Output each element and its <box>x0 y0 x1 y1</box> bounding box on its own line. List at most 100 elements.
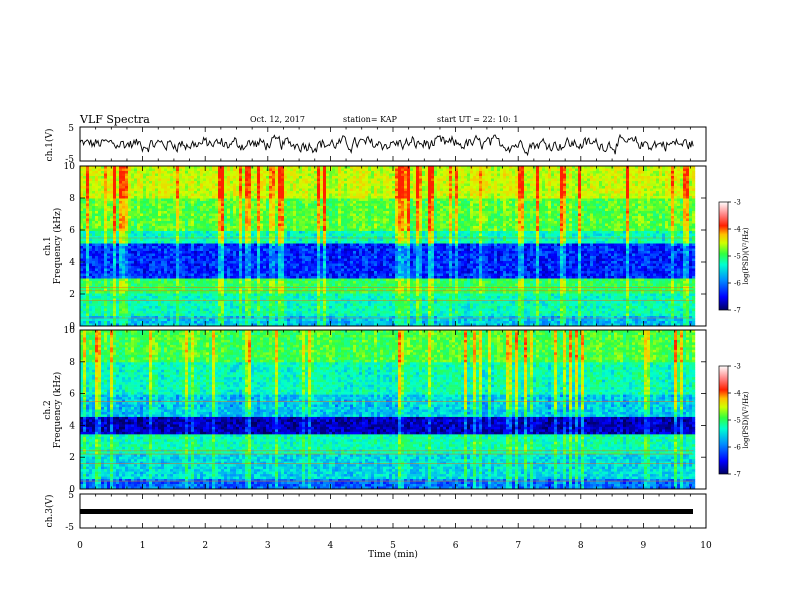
spectrogram-cell <box>227 201 230 204</box>
spectrogram-cell <box>233 169 236 172</box>
spectrogram-cell <box>503 196 506 199</box>
spectrogram-cell <box>335 181 338 184</box>
spectrogram-cell <box>293 169 296 172</box>
spectrogram-cell <box>377 204 380 207</box>
spectrogram-cell <box>275 179 278 182</box>
spectrogram-cell <box>338 214 341 217</box>
spectrogram-cell <box>98 181 101 184</box>
spectrogram-cell <box>563 179 566 182</box>
spectrogram-cell <box>467 179 470 182</box>
spectrogram-cell <box>212 169 215 172</box>
spectrogram-cell <box>353 219 356 222</box>
spectrogram-cell <box>230 224 233 227</box>
spectrogram-cell <box>230 191 233 194</box>
spectrogram-cell <box>212 206 215 209</box>
spectrogram-cell <box>470 181 473 184</box>
spectrogram-cell <box>128 204 131 207</box>
spectrogram-cell <box>230 181 233 184</box>
spectrogram-cell <box>362 199 365 202</box>
spectrogram-cell <box>155 174 158 177</box>
spectrogram-cell <box>293 171 296 174</box>
spectrogram-cell <box>527 206 530 209</box>
spectrogram-cell <box>359 206 362 209</box>
spectrogram-cell <box>371 181 374 184</box>
spectrogram-cell <box>209 186 212 189</box>
spectrogram-cell <box>308 221 311 224</box>
spectrogram-cell <box>608 204 611 207</box>
spectrogram-cell <box>335 194 338 197</box>
spectrogram-cell <box>104 191 107 194</box>
spectrogram-cell <box>167 214 170 217</box>
spectrogram-cell <box>227 174 230 177</box>
spectrogram-cell <box>146 226 149 229</box>
spectrogram-cell <box>596 191 599 194</box>
spectrogram-cell <box>287 211 290 214</box>
spectrogram-cell <box>128 179 131 182</box>
spectrogram-cell <box>527 219 530 222</box>
spectrogram-cell <box>278 221 281 224</box>
spectrogram-cell <box>311 171 314 174</box>
spectrogram-cell <box>458 221 461 224</box>
spectrogram-cell <box>203 176 206 179</box>
spectrogram-cell <box>674 174 677 177</box>
spectrogram-cell <box>515 186 518 189</box>
spectrogram-cell <box>278 169 281 172</box>
spectrogram-cell <box>500 191 503 194</box>
spectrogram-cell <box>290 199 293 202</box>
spectrogram-cell <box>494 214 497 217</box>
spectrogram-cell <box>452 224 455 227</box>
spectrogram-cell <box>383 201 386 204</box>
spectrogram-cell <box>305 216 308 219</box>
spectrogram-cell <box>227 211 230 214</box>
spectrogram-cell <box>83 191 86 194</box>
spectrogram-cell <box>527 174 530 177</box>
spectrogram-cell <box>500 169 503 172</box>
spectrogram-cell <box>683 184 686 187</box>
spectrogram-cell <box>644 209 647 212</box>
spectrogram-cell <box>299 179 302 182</box>
spectrogram-cell <box>425 186 428 189</box>
spectrogram-cell <box>536 209 539 212</box>
spectrogram-cell <box>347 169 350 172</box>
spectrogram-cell <box>446 214 449 217</box>
spectrogram-cell <box>440 184 443 187</box>
spectrogram-cell <box>161 179 164 182</box>
spectrogram-cell <box>491 209 494 212</box>
spectrogram-cell <box>107 221 110 224</box>
spectrogram-cell <box>350 201 353 204</box>
spectrogram-cell <box>320 221 323 224</box>
spectrogram-cell <box>92 181 95 184</box>
spectrogram-cell <box>95 174 98 177</box>
spectrogram-cell <box>359 181 362 184</box>
spectrogram-cell <box>494 209 497 212</box>
spectrogram-cell <box>317 214 320 217</box>
spectrogram-cell <box>86 199 89 202</box>
spectrogram-cell <box>95 191 98 194</box>
spectrogram-cell <box>419 199 422 202</box>
spectrogram-cell <box>140 211 143 214</box>
spectrogram-cell <box>428 206 431 209</box>
spectrogram-cell <box>590 169 593 172</box>
spectrogram-cell <box>455 224 458 227</box>
spectrogram-cell <box>488 174 491 177</box>
spectrogram-cell <box>587 176 590 179</box>
spectrogram-cell <box>152 191 155 194</box>
spectrogram-cell <box>662 199 665 202</box>
spectrogram-cell <box>374 221 377 224</box>
spectrogram-cell <box>134 211 137 214</box>
spectrogram-cell <box>392 204 395 207</box>
spectrogram-cell <box>452 196 455 199</box>
spectrogram-cell <box>359 171 362 174</box>
spectrogram-cell <box>575 174 578 177</box>
spectrogram-cell <box>608 194 611 197</box>
spectrogram-cell <box>206 206 209 209</box>
spectrogram-cell <box>470 176 473 179</box>
spectrogram-cell <box>686 209 689 212</box>
spectrogram-cell <box>398 216 401 219</box>
spectrogram-cell <box>266 191 269 194</box>
spectrogram-cell <box>572 171 575 174</box>
spectrogram-cell <box>233 209 236 212</box>
spectrogram-cell <box>107 171 110 174</box>
spectrogram-cell <box>533 206 536 209</box>
spectrogram-cell <box>455 194 458 197</box>
